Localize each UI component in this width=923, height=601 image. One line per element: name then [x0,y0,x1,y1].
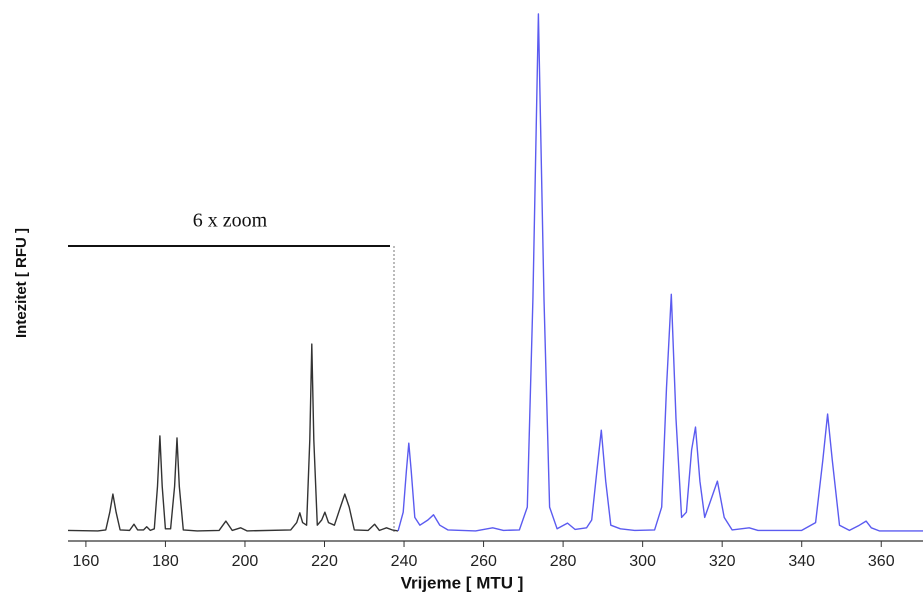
x-tick-label: 260 [470,553,497,570]
x-tick-label: 160 [73,553,100,570]
y-axis-label: Intezitet [ RFU ] [13,228,30,338]
x-axis-label: Vrijeme [ MTU ] [401,573,524,592]
x-tick-label: 360 [868,553,895,570]
x-tick-label: 180 [152,553,179,570]
trace-line [67,343,399,532]
annotation: 6 x zoom [193,210,268,232]
x-tick-label: 220 [311,553,338,570]
x-tick-label: 200 [232,553,259,570]
x-tick-label: 340 [788,553,815,570]
x-tick-label: 240 [391,553,418,570]
x-tick-label: 300 [629,553,656,570]
x-tick-label: 280 [550,553,577,570]
trace-line [397,13,923,532]
x-tick-label: 320 [709,553,736,570]
